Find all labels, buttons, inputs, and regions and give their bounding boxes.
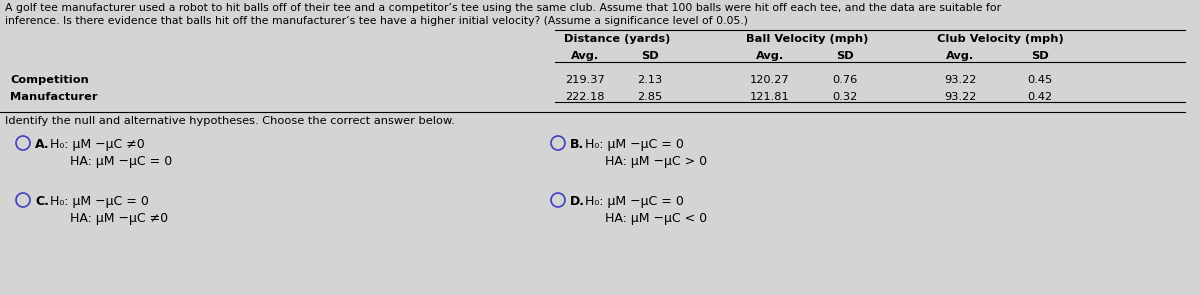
Text: Ball Velocity (mph): Ball Velocity (mph): [746, 34, 868, 44]
Text: 121.81: 121.81: [750, 92, 790, 102]
Text: Club Velocity (mph): Club Velocity (mph): [937, 34, 1063, 44]
Text: 93.22: 93.22: [944, 92, 976, 102]
Text: A.: A.: [35, 138, 49, 151]
Text: HA: μM −μC ≠0: HA: μM −μC ≠0: [70, 212, 168, 225]
Text: HA: μM −μC = 0: HA: μM −μC = 0: [70, 155, 173, 168]
Text: SD: SD: [836, 51, 854, 61]
Text: H₀: μM −μC = 0: H₀: μM −μC = 0: [586, 138, 684, 151]
Text: 2.85: 2.85: [637, 92, 662, 102]
Text: 0.45: 0.45: [1027, 75, 1052, 85]
Text: 120.27: 120.27: [750, 75, 790, 85]
Text: 222.18: 222.18: [565, 92, 605, 102]
Text: Avg.: Avg.: [756, 51, 784, 61]
Text: H₀: μM −μC = 0: H₀: μM −μC = 0: [586, 195, 684, 208]
Text: SD: SD: [1031, 51, 1049, 61]
Text: D.: D.: [570, 195, 586, 208]
Text: 93.22: 93.22: [944, 75, 976, 85]
Text: SD: SD: [641, 51, 659, 61]
Text: H₀: μM −μC ≠0: H₀: μM −μC ≠0: [50, 138, 145, 151]
Text: B.: B.: [570, 138, 584, 151]
Text: HA: μM −μC < 0: HA: μM −μC < 0: [605, 212, 707, 225]
Text: Avg.: Avg.: [946, 51, 974, 61]
Text: 2.13: 2.13: [637, 75, 662, 85]
Text: C.: C.: [35, 195, 49, 208]
Text: Identify the null and alternative hypotheses. Choose the correct answer below.: Identify the null and alternative hypoth…: [5, 116, 455, 126]
Text: Manufacturer: Manufacturer: [10, 92, 97, 102]
Text: Competition: Competition: [10, 75, 89, 85]
Text: 0.76: 0.76: [833, 75, 858, 85]
Text: Distance (yards): Distance (yards): [564, 34, 670, 44]
Text: HA: μM −μC > 0: HA: μM −μC > 0: [605, 155, 707, 168]
Text: 0.32: 0.32: [833, 92, 858, 102]
Text: Avg.: Avg.: [571, 51, 599, 61]
Text: 0.42: 0.42: [1027, 92, 1052, 102]
Text: A golf tee manufacturer used a robot to hit balls off of their tee and a competi: A golf tee manufacturer used a robot to …: [5, 3, 1001, 13]
Text: 219.37: 219.37: [565, 75, 605, 85]
Text: H₀: μM −μC = 0: H₀: μM −μC = 0: [50, 195, 149, 208]
Text: inference. Is there evidence that balls hit off the manufacturer’s tee have a hi: inference. Is there evidence that balls …: [5, 16, 748, 26]
